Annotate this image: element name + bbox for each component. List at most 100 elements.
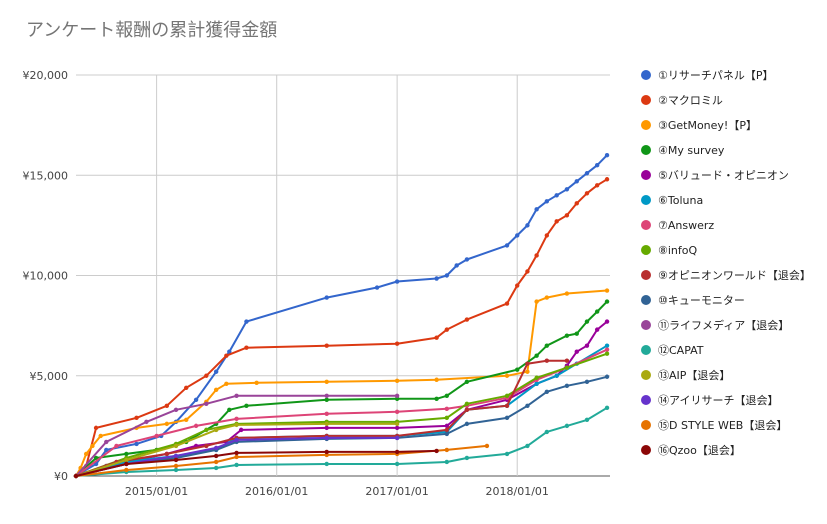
data-point xyxy=(515,367,520,372)
data-point xyxy=(504,393,510,398)
legend-marker xyxy=(641,395,651,405)
legend-label: ③GetMoney!【P】 xyxy=(658,119,757,132)
data-point xyxy=(515,233,520,238)
data-point xyxy=(244,319,249,324)
data-point xyxy=(394,396,400,402)
data-point xyxy=(464,257,470,262)
data-point xyxy=(164,403,170,409)
x-tick-label: 2018/01/01 xyxy=(486,485,549,498)
data-point xyxy=(324,449,329,455)
data-point xyxy=(584,417,590,423)
legend-marker xyxy=(641,320,651,330)
data-point xyxy=(444,327,450,332)
data-point xyxy=(104,439,109,445)
data-point xyxy=(564,187,570,192)
data-point xyxy=(434,276,439,281)
data-point xyxy=(544,389,550,394)
data-point xyxy=(213,453,219,459)
legend-label: ④My survey xyxy=(658,144,725,157)
data-point xyxy=(534,299,539,304)
data-point xyxy=(464,421,470,427)
data-point xyxy=(394,449,400,455)
data-point xyxy=(324,379,329,384)
legend-label: ⑫CAPAT xyxy=(658,344,704,357)
y-axis-labels: ¥0 ¥5,000 ¥10,000 ¥15,000 ¥20,000 xyxy=(23,69,69,483)
legend-marker xyxy=(641,445,651,455)
data-point xyxy=(534,253,539,258)
data-point xyxy=(213,459,219,465)
legend-marker xyxy=(641,195,651,205)
data-point xyxy=(564,383,570,388)
data-point xyxy=(544,429,550,435)
legend-label: ⑬AIP【退会】 xyxy=(658,369,730,382)
data-point xyxy=(504,373,510,378)
data-point xyxy=(254,380,259,385)
data-point xyxy=(574,331,579,336)
data-point xyxy=(504,403,510,409)
data-point xyxy=(184,417,189,423)
legend-label: ⑮D STYLE WEB【退会】 xyxy=(658,419,787,432)
data-point xyxy=(193,397,199,403)
data-point xyxy=(173,407,179,413)
data-point xyxy=(234,393,239,398)
legend-marker xyxy=(641,170,651,180)
legend-label: ⑤バリュード・オピニオン xyxy=(658,169,789,182)
legend-label: ⑨オピニオンワールド【退会】 xyxy=(658,269,811,282)
legend-label: ①リサーチパネル【P】 xyxy=(658,69,774,82)
data-point xyxy=(554,219,559,224)
x-tick-label: 2017/01/01 xyxy=(365,485,428,498)
chart-title: アンケート報酬の累計獲得金額 xyxy=(26,20,278,41)
series-line xyxy=(75,422,398,477)
data-point xyxy=(525,223,530,228)
data-point xyxy=(234,462,239,468)
data-point xyxy=(544,233,550,238)
data-point xyxy=(594,183,600,188)
data-point xyxy=(525,443,530,449)
data-point xyxy=(244,403,249,409)
y-tick-label: ¥0 xyxy=(54,470,68,483)
data-point xyxy=(584,319,590,324)
legend-label: ⑭アイリサーチ【退会】 xyxy=(658,394,778,407)
series-line xyxy=(75,394,398,477)
data-point xyxy=(227,407,232,413)
data-point xyxy=(144,419,149,425)
data-point xyxy=(604,319,610,324)
legend-marker xyxy=(641,295,651,305)
data-point xyxy=(604,347,610,352)
data-point xyxy=(574,179,579,184)
data-point xyxy=(213,387,219,392)
data-point xyxy=(544,295,550,300)
data-point xyxy=(604,288,610,293)
y-tick-label: ¥5,000 xyxy=(30,370,69,383)
data-point xyxy=(594,309,600,314)
data-point xyxy=(584,171,590,176)
data-point xyxy=(193,423,199,429)
data-point xyxy=(584,343,590,348)
data-point xyxy=(594,327,600,332)
data-point xyxy=(444,393,450,398)
data-point xyxy=(534,381,539,386)
data-point xyxy=(173,463,179,469)
data-point xyxy=(564,333,570,338)
x-tick-label: 2016/01/01 xyxy=(245,485,308,498)
data-point xyxy=(173,453,179,459)
data-point xyxy=(394,341,400,346)
data-point xyxy=(324,295,329,300)
data-point xyxy=(324,452,329,458)
data-point xyxy=(234,450,239,456)
data-point xyxy=(584,379,590,384)
data-point xyxy=(604,374,610,379)
data-point xyxy=(444,447,450,453)
legend-marker xyxy=(641,245,651,255)
data-point xyxy=(154,433,159,439)
data-point xyxy=(574,349,579,354)
y-tick-label: ¥15,000 xyxy=(23,169,69,182)
legend-label: ②マクロミル xyxy=(658,94,723,107)
data-point xyxy=(604,153,610,158)
data-point xyxy=(394,425,400,431)
data-point xyxy=(394,461,400,467)
data-point xyxy=(184,385,189,390)
data-point xyxy=(444,415,450,421)
legend-label: ⑯Qzoo【退会】 xyxy=(658,444,741,457)
